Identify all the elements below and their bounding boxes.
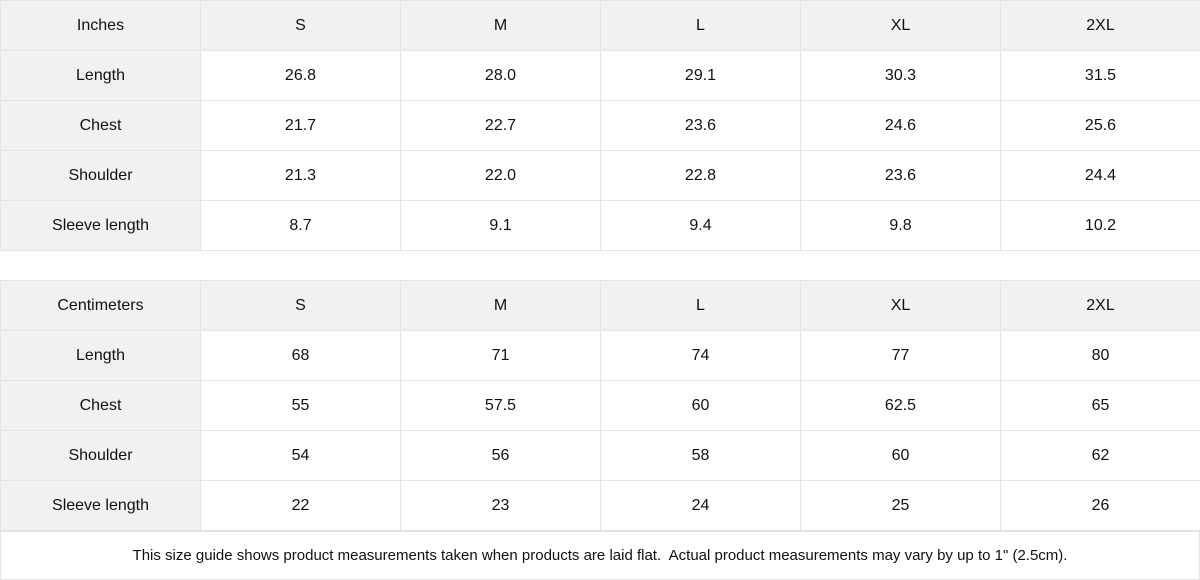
table-row: Shoulder 54 56 58 60 62 bbox=[0, 430, 1200, 482]
cell-shoulder-xl: 23.6 bbox=[800, 150, 1001, 201]
row-label-shoulder: Shoulder bbox=[0, 150, 201, 201]
cell-length-m: 71 bbox=[400, 330, 601, 382]
column-header-2xl: 2XL bbox=[1000, 280, 1200, 332]
cell-chest-2xl: 25.6 bbox=[1000, 100, 1200, 151]
row-label-shoulder: Shoulder bbox=[0, 430, 201, 482]
cell-shoulder-xl: 60 bbox=[800, 430, 1001, 482]
cell-length-m: 28.0 bbox=[400, 50, 601, 101]
cell-sleeve-length-l: 24 bbox=[600, 480, 801, 532]
cell-chest-xl: 24.6 bbox=[800, 100, 1001, 151]
cell-chest-l: 60 bbox=[600, 380, 801, 432]
cell-sleeve-length-2xl: 10.2 bbox=[1000, 200, 1200, 251]
cell-shoulder-l: 58 bbox=[600, 430, 801, 482]
cell-sleeve-length-m: 23 bbox=[400, 480, 601, 532]
size-guide-footnote: This size guide shows product measuremen… bbox=[0, 531, 1200, 580]
cell-chest-2xl: 65 bbox=[1000, 380, 1200, 432]
unit-header-inches: Inches bbox=[0, 0, 201, 51]
cell-chest-l: 23.6 bbox=[600, 100, 801, 151]
cell-shoulder-m: 56 bbox=[400, 430, 601, 482]
size-table-centimeters: Centimeters S M L XL 2XL Length 68 71 74… bbox=[0, 280, 1200, 532]
table-row: Chest 21.7 22.7 23.6 24.6 25.6 bbox=[0, 100, 1200, 151]
table-header-inches: Inches S M L XL 2XL bbox=[0, 0, 1200, 51]
table-header-row: Inches S M L XL 2XL bbox=[0, 0, 1200, 51]
cell-shoulder-s: 21.3 bbox=[200, 150, 401, 201]
cell-sleeve-length-2xl: 26 bbox=[1000, 480, 1200, 532]
cell-shoulder-s: 54 bbox=[200, 430, 401, 482]
row-label-sleeve-length: Sleeve length bbox=[0, 480, 201, 532]
column-header-s: S bbox=[200, 0, 401, 51]
table-row: Sleeve length 8.7 9.1 9.4 9.8 10.2 bbox=[0, 200, 1200, 251]
table-body-inches: Length 26.8 28.0 29.1 30.3 31.5 Chest 21… bbox=[0, 50, 1200, 251]
cell-length-xl: 77 bbox=[800, 330, 1001, 382]
row-label-chest: Chest bbox=[0, 100, 201, 151]
cell-chest-s: 55 bbox=[200, 380, 401, 432]
column-header-m: M bbox=[400, 280, 601, 332]
table-body-centimeters: Length 68 71 74 77 80 Chest 55 57.5 60 6… bbox=[0, 330, 1200, 532]
cell-sleeve-length-xl: 25 bbox=[800, 480, 1001, 532]
table-row: Shoulder 21.3 22.0 22.8 23.6 24.4 bbox=[0, 150, 1200, 201]
table-header-centimeters: Centimeters S M L XL 2XL bbox=[0, 280, 1200, 332]
cell-length-s: 26.8 bbox=[200, 50, 401, 101]
column-header-2xl: 2XL bbox=[1000, 0, 1200, 51]
cell-sleeve-length-s: 8.7 bbox=[200, 200, 401, 251]
column-header-s: S bbox=[200, 280, 401, 332]
row-label-length: Length bbox=[0, 50, 201, 101]
table-row: Sleeve length 22 23 24 25 26 bbox=[0, 480, 1200, 532]
column-header-xl: XL bbox=[800, 0, 1001, 51]
cell-chest-xl: 62.5 bbox=[800, 380, 1001, 432]
cell-length-s: 68 bbox=[200, 330, 401, 382]
cell-length-2xl: 31.5 bbox=[1000, 50, 1200, 101]
column-header-l: L bbox=[600, 280, 801, 332]
cell-shoulder-m: 22.0 bbox=[400, 150, 601, 201]
cell-sleeve-length-s: 22 bbox=[200, 480, 401, 532]
row-label-chest: Chest bbox=[0, 380, 201, 432]
row-label-sleeve-length: Sleeve length bbox=[0, 200, 201, 251]
column-header-l: L bbox=[600, 0, 801, 51]
cell-chest-m: 57.5 bbox=[400, 380, 601, 432]
cell-length-xl: 30.3 bbox=[800, 50, 1001, 101]
cell-sleeve-length-m: 9.1 bbox=[400, 200, 601, 251]
row-label-length: Length bbox=[0, 330, 201, 382]
column-header-xl: XL bbox=[800, 280, 1001, 332]
cell-length-l: 74 bbox=[600, 330, 801, 382]
column-header-m: M bbox=[400, 0, 601, 51]
cell-length-l: 29.1 bbox=[600, 50, 801, 101]
unit-header-centimeters: Centimeters bbox=[0, 280, 201, 332]
cell-shoulder-2xl: 24.4 bbox=[1000, 150, 1200, 201]
table-row: Length 26.8 28.0 29.1 30.3 31.5 bbox=[0, 50, 1200, 101]
table-header-row: Centimeters S M L XL 2XL bbox=[0, 280, 1200, 332]
cell-length-2xl: 80 bbox=[1000, 330, 1200, 382]
size-table-inches: Inches S M L XL 2XL Length 26.8 28.0 29.… bbox=[0, 0, 1200, 251]
cell-sleeve-length-l: 9.4 bbox=[600, 200, 801, 251]
table-separator-gap bbox=[0, 251, 1200, 281]
table-row: Length 68 71 74 77 80 bbox=[0, 330, 1200, 382]
cell-shoulder-2xl: 62 bbox=[1000, 430, 1200, 482]
cell-shoulder-l: 22.8 bbox=[600, 150, 801, 201]
cell-chest-s: 21.7 bbox=[200, 100, 401, 151]
table-row: Chest 55 57.5 60 62.5 65 bbox=[0, 380, 1200, 432]
cell-chest-m: 22.7 bbox=[400, 100, 601, 151]
cell-sleeve-length-xl: 9.8 bbox=[800, 200, 1001, 251]
